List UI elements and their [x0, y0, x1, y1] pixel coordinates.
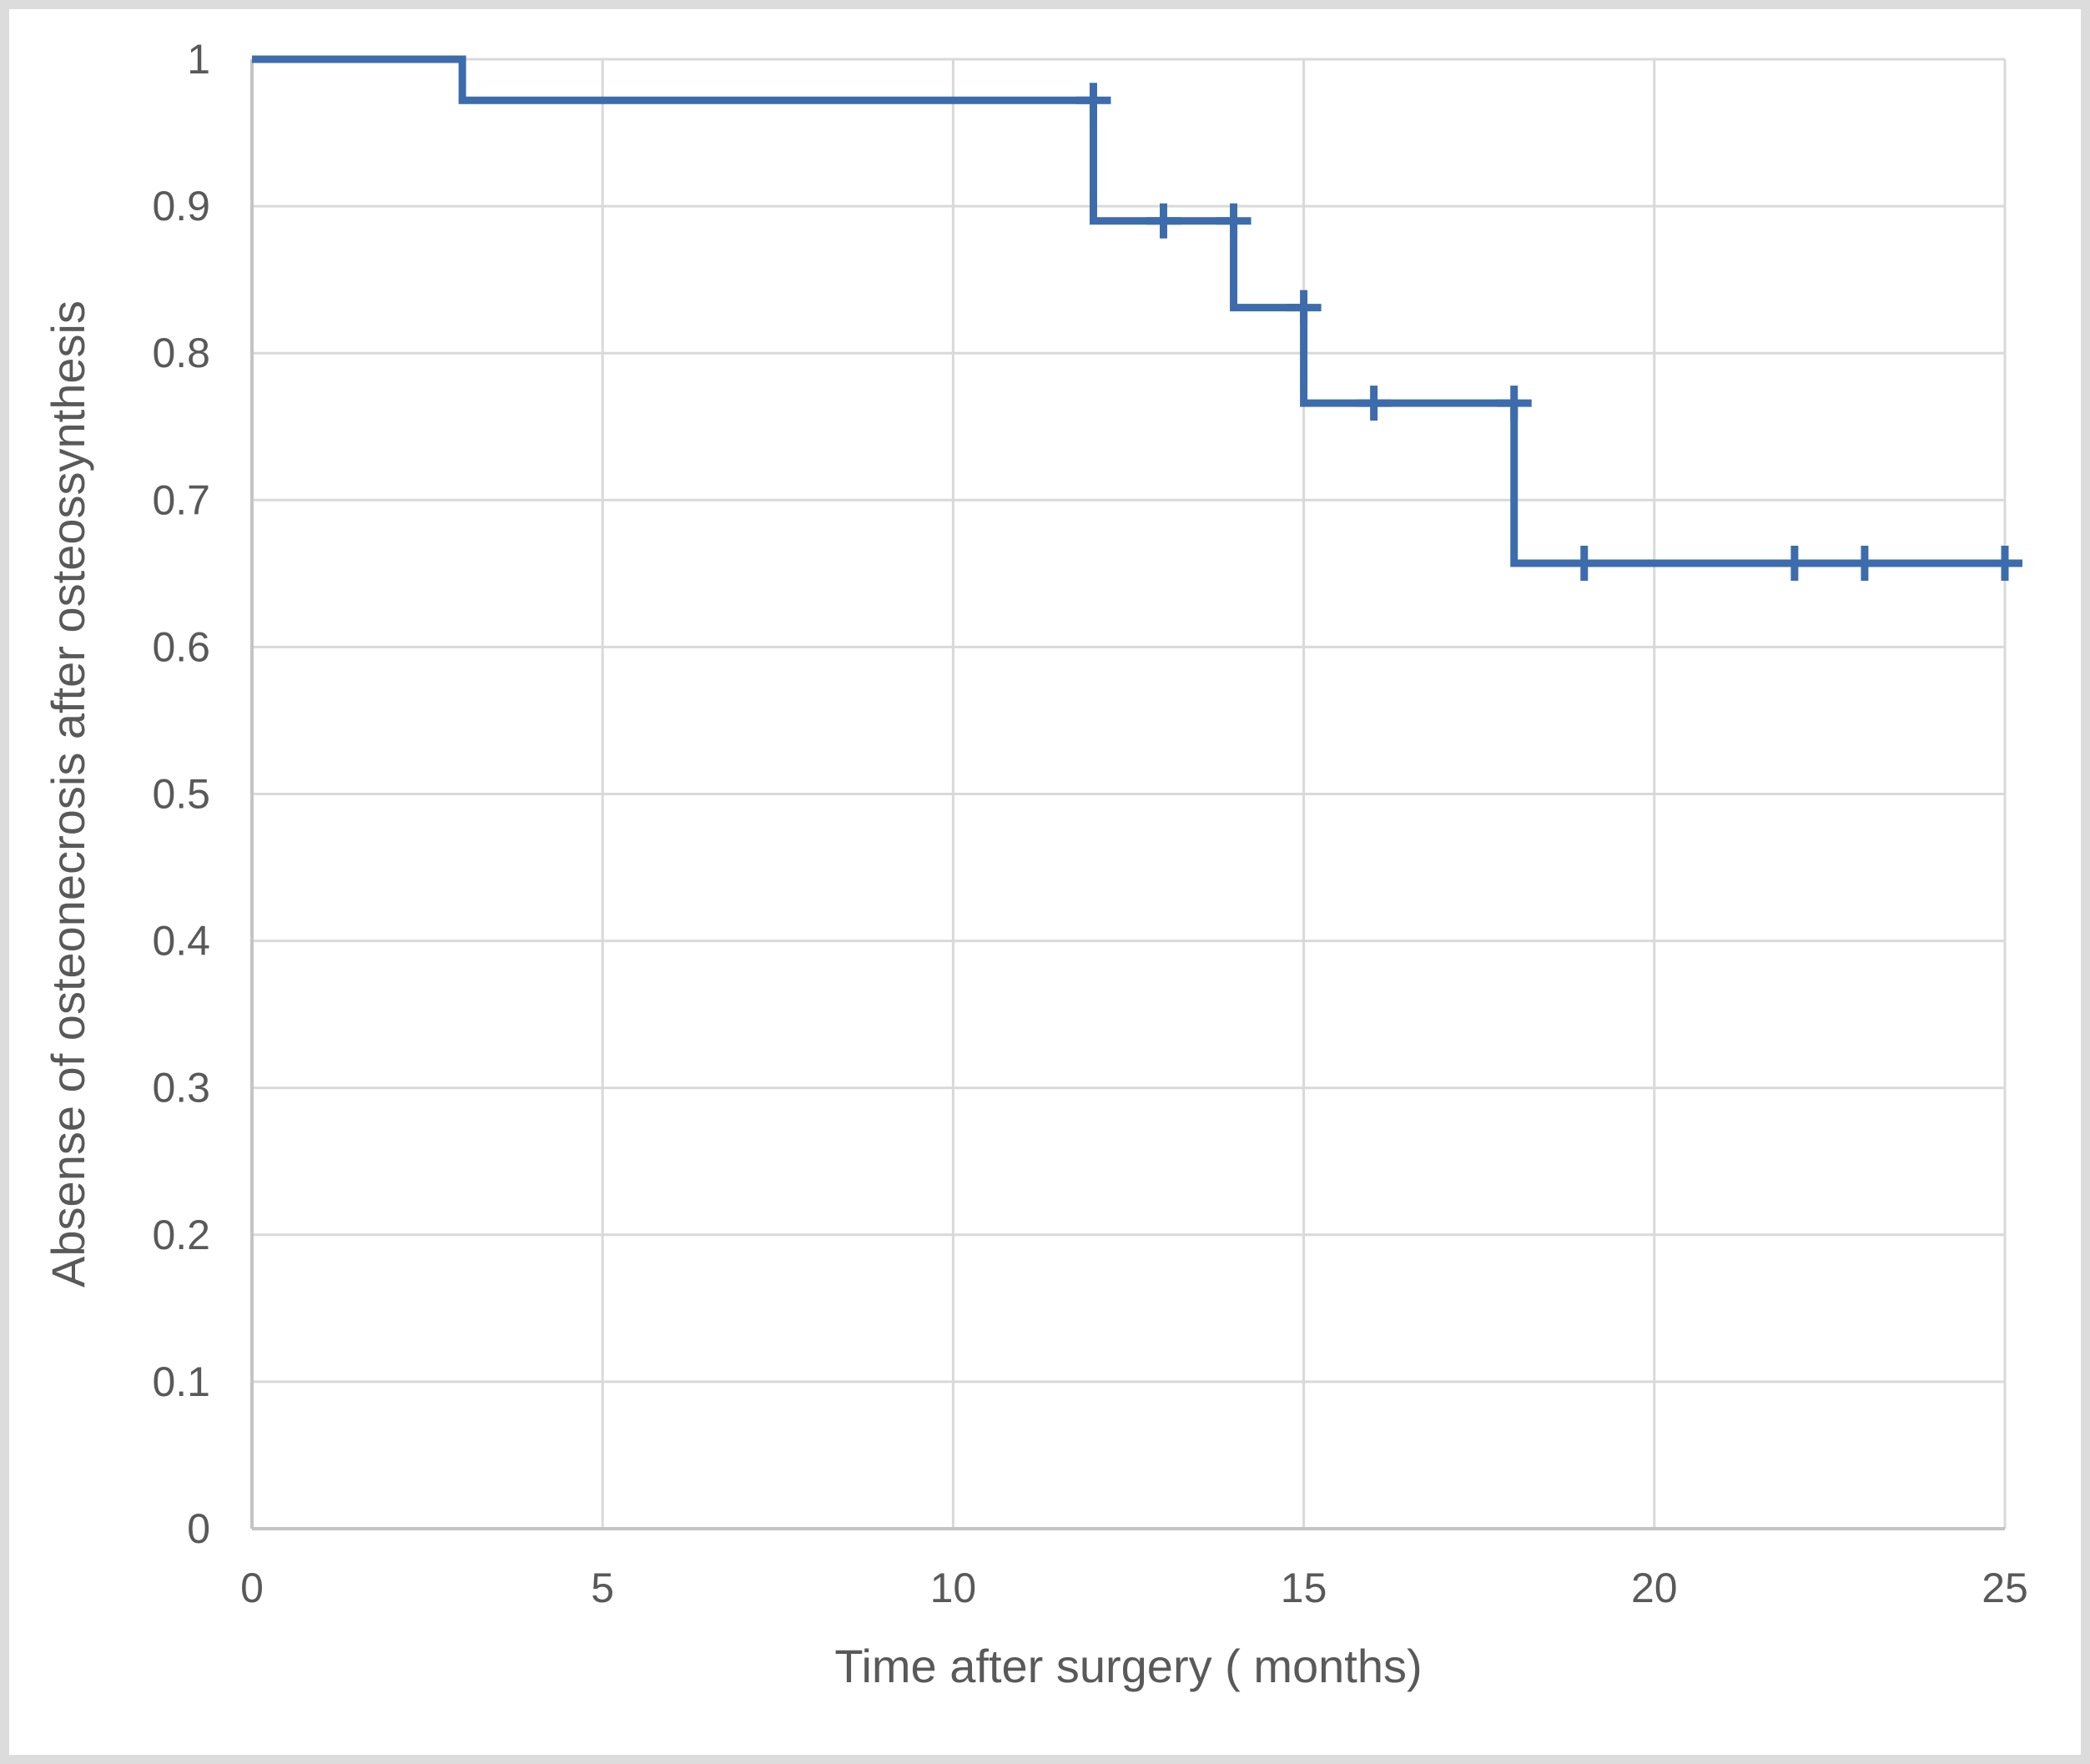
y-tick-label: 0.1: [152, 1358, 210, 1405]
y-tick-label: 0.3: [152, 1065, 210, 1111]
survival-step-line: [252, 55, 2005, 567]
gridlines-layer: [252, 58, 2007, 1529]
y-axis-title: Absense of osteonecrosis after osteossyn…: [42, 300, 94, 1288]
survival-series-layer: [252, 55, 2022, 582]
x-tick-label: 0: [240, 1565, 264, 1611]
y-tick-label: 0.4: [152, 918, 210, 965]
y-tick-label: 0.7: [152, 476, 210, 523]
x-axis-title: Time after surgery ( months): [834, 1640, 1422, 1692]
km-survival-chart: 00.10.20.30.40.50.60.70.80.910 5 10 15 20 25 …: [42, 36, 2028, 1692]
tick-labels-layer: 00.10.20.30.40.50.60.70.80.910 5 10 15 20 25: [152, 36, 2027, 1611]
y-tick-label: 0.5: [152, 771, 210, 818]
x-tick-label: 10: [930, 1565, 977, 1611]
y-tick-label: 0: [187, 1505, 210, 1552]
x-tick-label: 25: [1982, 1565, 2028, 1611]
axes-layer: [250, 59, 2005, 1530]
y-tick-label: 1: [187, 36, 210, 83]
y-tick-label: 0.6: [152, 623, 210, 670]
x-tick-label: 5: [591, 1565, 614, 1611]
y-tick-label: 0.9: [152, 183, 210, 229]
y-tick-label: 0.2: [152, 1212, 210, 1258]
x-tick-label: 15: [1281, 1565, 1327, 1611]
y-tick-label: 0.8: [152, 330, 210, 376]
x-tick-label: 20: [1631, 1565, 1678, 1611]
